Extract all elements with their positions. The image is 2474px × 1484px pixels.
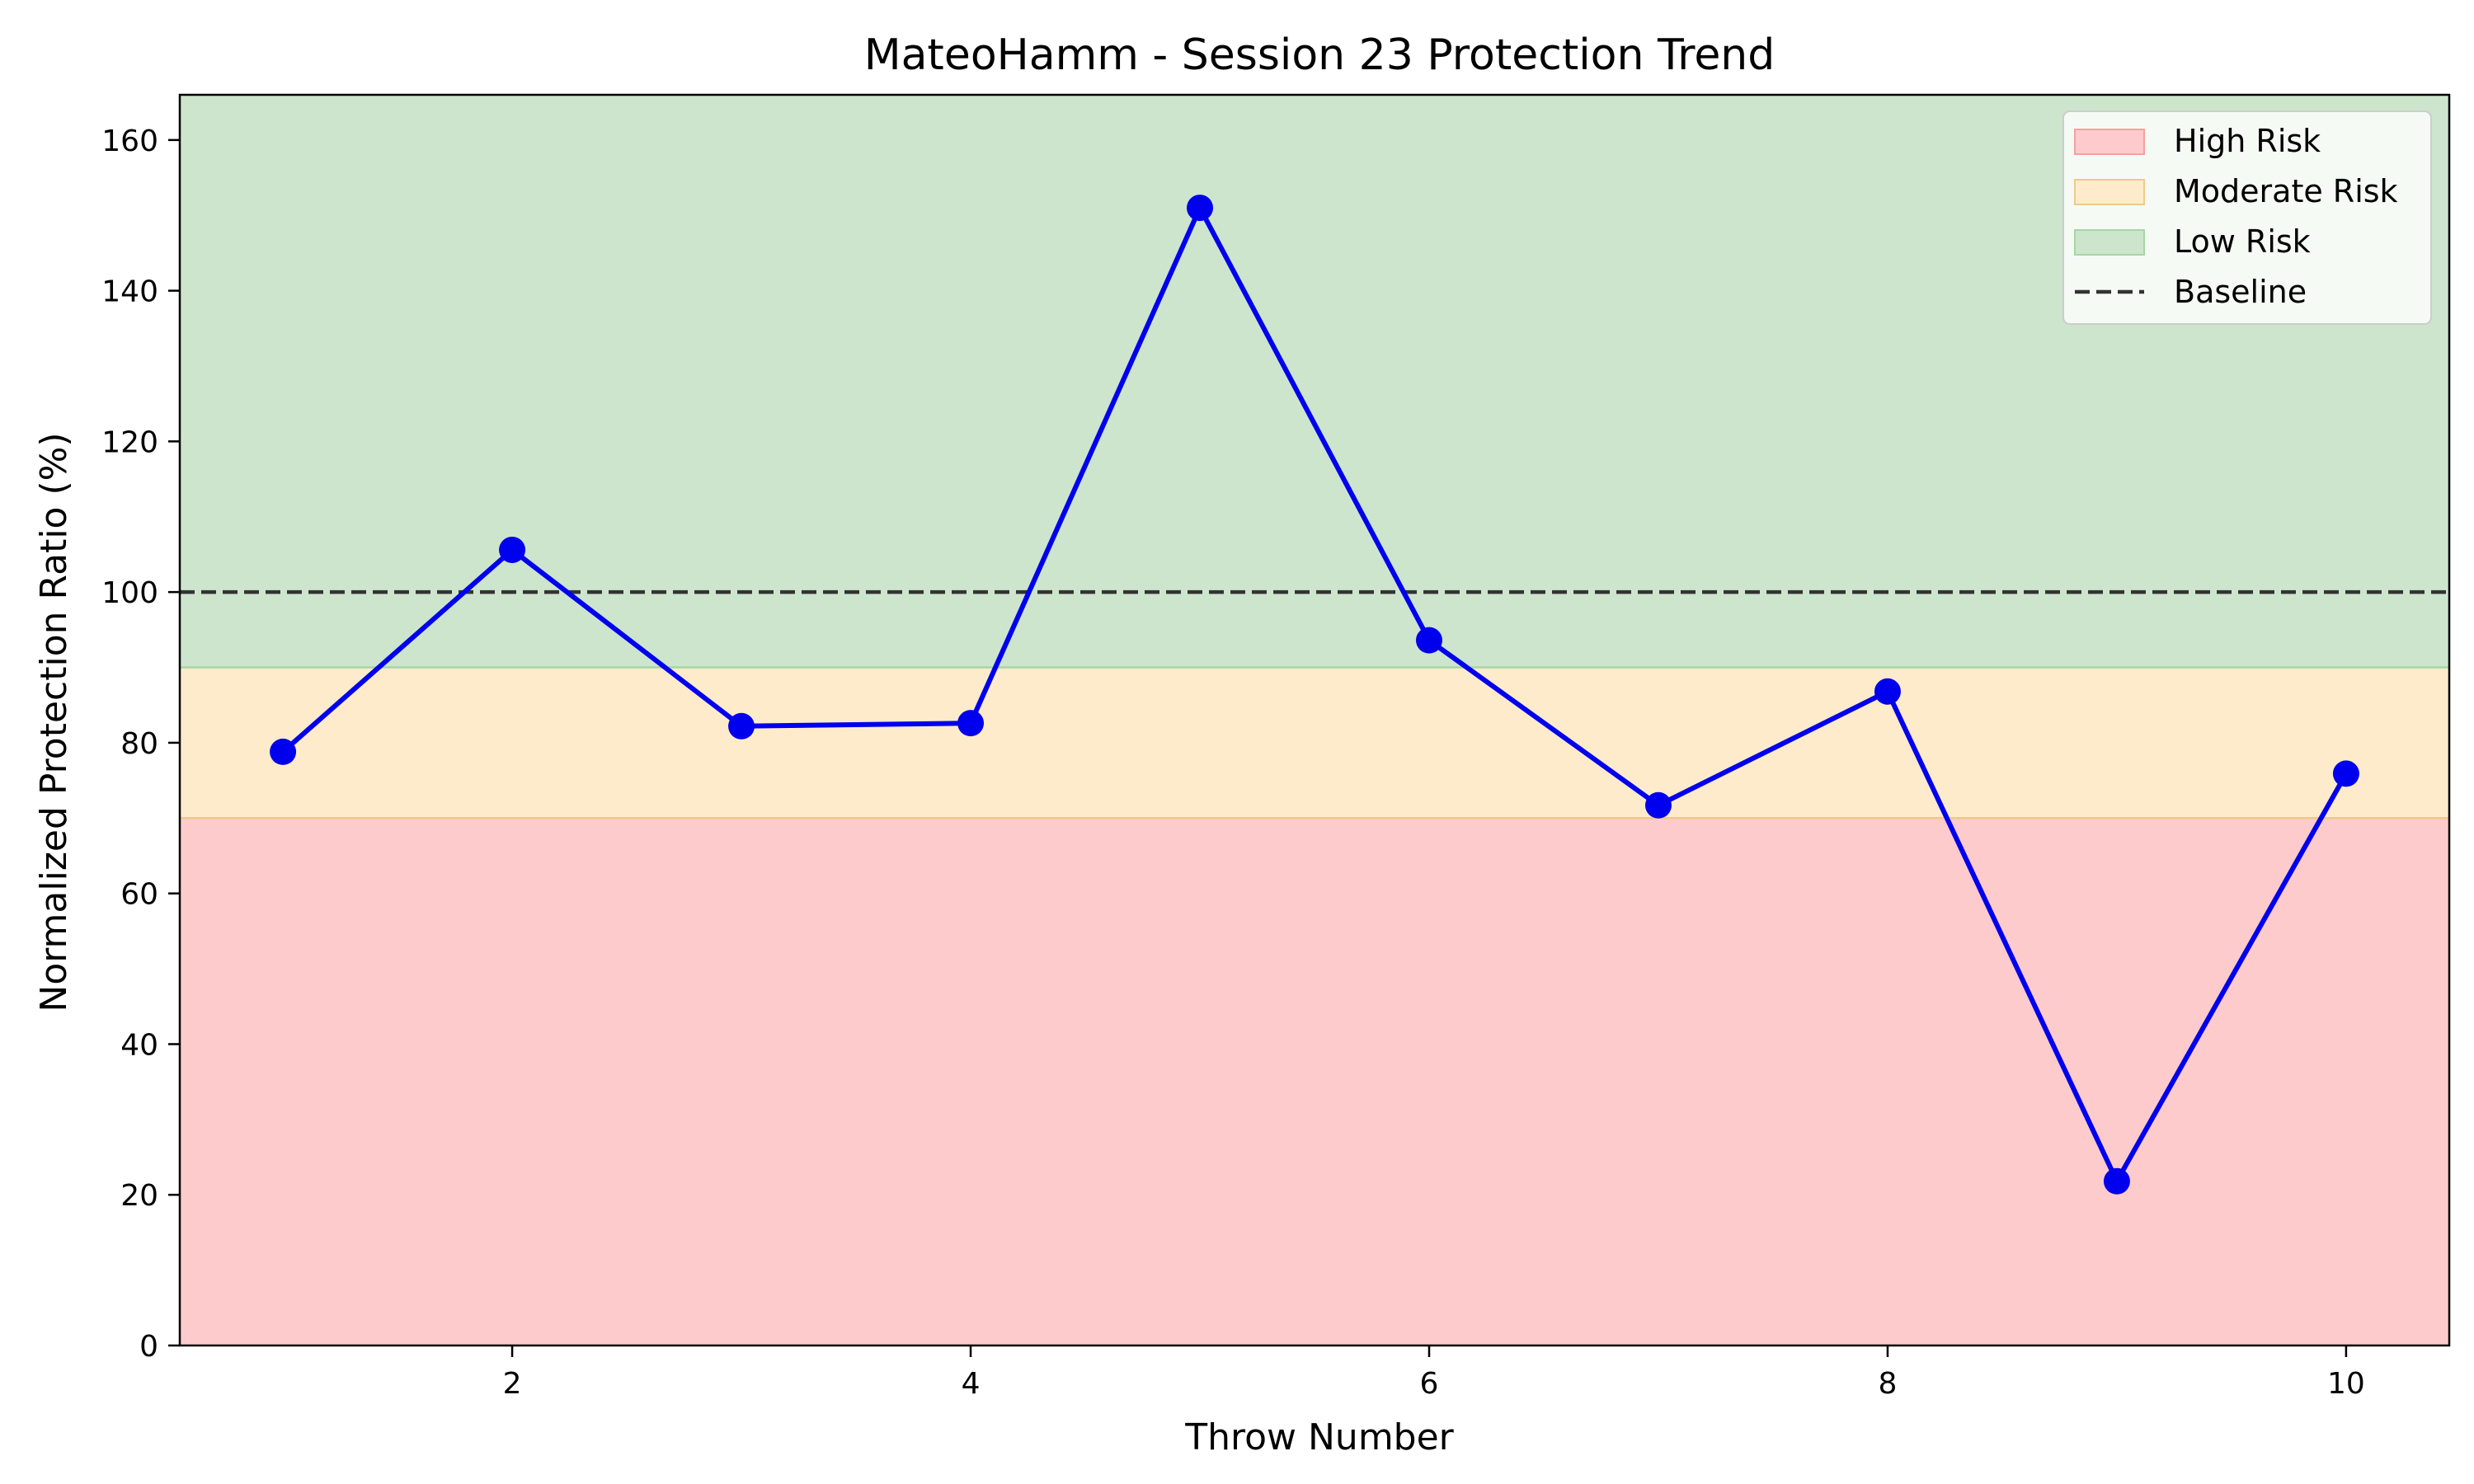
data-point-3 bbox=[728, 712, 755, 740]
data-point-6 bbox=[1415, 627, 1442, 654]
legend-label-baseline: Baseline bbox=[2174, 274, 2307, 310]
y-tick-label-160: 160 bbox=[101, 124, 158, 158]
band-moderate-risk bbox=[180, 667, 2449, 819]
plot-frame bbox=[178, 93, 2451, 1347]
data-point-9 bbox=[2103, 1167, 2130, 1195]
data-points bbox=[270, 195, 2359, 1195]
data-point-5 bbox=[1187, 195, 1214, 222]
y-tick-label-120: 120 bbox=[101, 425, 158, 459]
data-point-4 bbox=[957, 710, 985, 737]
legend-label-high-risk: High Risk bbox=[2174, 123, 2321, 159]
x-axis: 2 4 6 8 10 bbox=[503, 1345, 2365, 1401]
y-tick-label-100: 100 bbox=[101, 576, 158, 610]
data-point-8 bbox=[1874, 678, 1901, 705]
y-tick-label-60: 60 bbox=[120, 878, 158, 912]
legend-label-low-risk: Low Risk bbox=[2174, 223, 2311, 260]
data-point-1 bbox=[270, 738, 297, 765]
y-axis: 0 20 40 60 80 100 120 140 160 bbox=[101, 124, 180, 1364]
legend-swatch-high-risk bbox=[2074, 129, 2145, 155]
series-line bbox=[281, 205, 2349, 1184]
x-tick-label-4: 4 bbox=[962, 1367, 981, 1401]
x-tick-label-8: 8 bbox=[1878, 1367, 1897, 1401]
y-tick-label-0: 0 bbox=[139, 1330, 158, 1364]
x-tick-label-10: 10 bbox=[2327, 1367, 2365, 1401]
data-point-10 bbox=[2332, 760, 2359, 787]
legend: High Risk Moderate Risk Low Risk Baseline bbox=[2062, 110, 2432, 325]
legend-swatch-low-risk bbox=[2074, 229, 2145, 256]
y-tick-label-80: 80 bbox=[120, 727, 158, 761]
x-tick-label-2: 2 bbox=[503, 1367, 522, 1401]
x-axis-label: Throw Number bbox=[1184, 1416, 1454, 1458]
y-tick-label-140: 140 bbox=[101, 275, 158, 309]
y-tick-label-20: 20 bbox=[120, 1179, 158, 1213]
band-high-risk bbox=[180, 818, 2449, 1345]
y-tick-label-40: 40 bbox=[120, 1028, 158, 1062]
chart-title: MateoHamm - Session 23 Protection Trend bbox=[864, 31, 1776, 80]
data-point-7 bbox=[1644, 791, 1672, 819]
legend-swatch-moderate-risk bbox=[2074, 179, 2145, 205]
legend-label-moderate-risk: Moderate Risk bbox=[2174, 173, 2398, 209]
y-axis-label: Normalized Protection Ratio (%) bbox=[33, 432, 75, 1012]
x-tick-label-6: 6 bbox=[1420, 1367, 1439, 1401]
legend-box bbox=[2062, 110, 2432, 325]
data-point-2 bbox=[499, 536, 526, 563]
